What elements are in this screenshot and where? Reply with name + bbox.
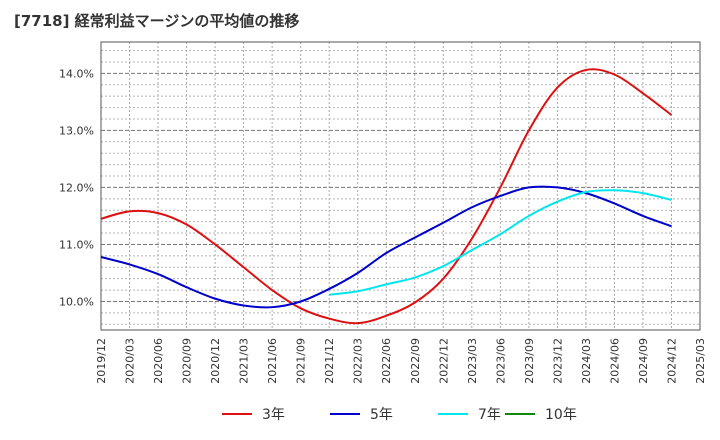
legend-swatch [330,413,360,415]
chart-title: [7718] 経常利益マージンの平均値の推移 [14,12,300,30]
x-tick-label: 2025/03 [694,338,707,384]
x-tick-label: 2022/09 [409,338,422,384]
y-tick-label: 12.0% [59,181,94,194]
x-tick-label: 2022/12 [437,338,450,384]
legend-item-0: 3年 [222,402,285,426]
x-tick-label: 2024/09 [637,338,650,384]
x-tick-label: 2021/03 [238,338,251,384]
legend-swatch [438,413,468,415]
chart-legend: 3年 5年 7年 10年 [0,402,720,426]
plot-area-frame [100,41,701,331]
series-line-0 [100,68,673,325]
x-tick-label: 2020/03 [124,338,137,384]
y-tick-label: 11.0% [59,238,94,251]
y-tick-label: 14.0% [59,67,94,80]
legend-item-1: 5年 [330,402,393,426]
x-tick-label: 2021/12 [323,338,336,384]
y-tick-label: 10.0% [59,295,94,308]
legend-label: 10年 [545,407,577,423]
x-tick-label: 2023/12 [551,338,564,384]
x-tick-label: 2021/06 [266,338,279,384]
x-tick-label: 2022/03 [352,338,365,384]
legend-swatch [222,413,252,415]
x-tick-label: 2020/09 [181,338,194,384]
x-tick-label: 2024/06 [608,338,621,384]
series-line-2 [329,189,672,296]
x-tick-label: 2023/09 [523,338,536,384]
x-tick-label: 2024/12 [665,338,678,384]
x-tick-label: 2020/12 [209,338,222,384]
x-tick-label: 2020/06 [152,338,165,384]
x-tick-label: 2024/03 [580,338,593,384]
legend-item-3: 10年 [505,402,577,426]
x-tick-label: 2022/06 [380,338,393,384]
legend-label: 3年 [262,407,285,423]
y-tick-label: 13.0% [59,124,94,137]
x-tick-label: 2021/09 [295,338,308,384]
x-tick-label: 2023/03 [466,338,479,384]
series-line-1 [100,185,672,309]
legend-label: 7年 [478,407,501,423]
x-tick-label: 2019/12 [95,338,108,384]
legend-label: 5年 [370,407,393,423]
legend-swatch [505,413,535,415]
x-tick-label: 2023/06 [494,338,507,384]
legend-item-2: 7年 [438,402,501,426]
